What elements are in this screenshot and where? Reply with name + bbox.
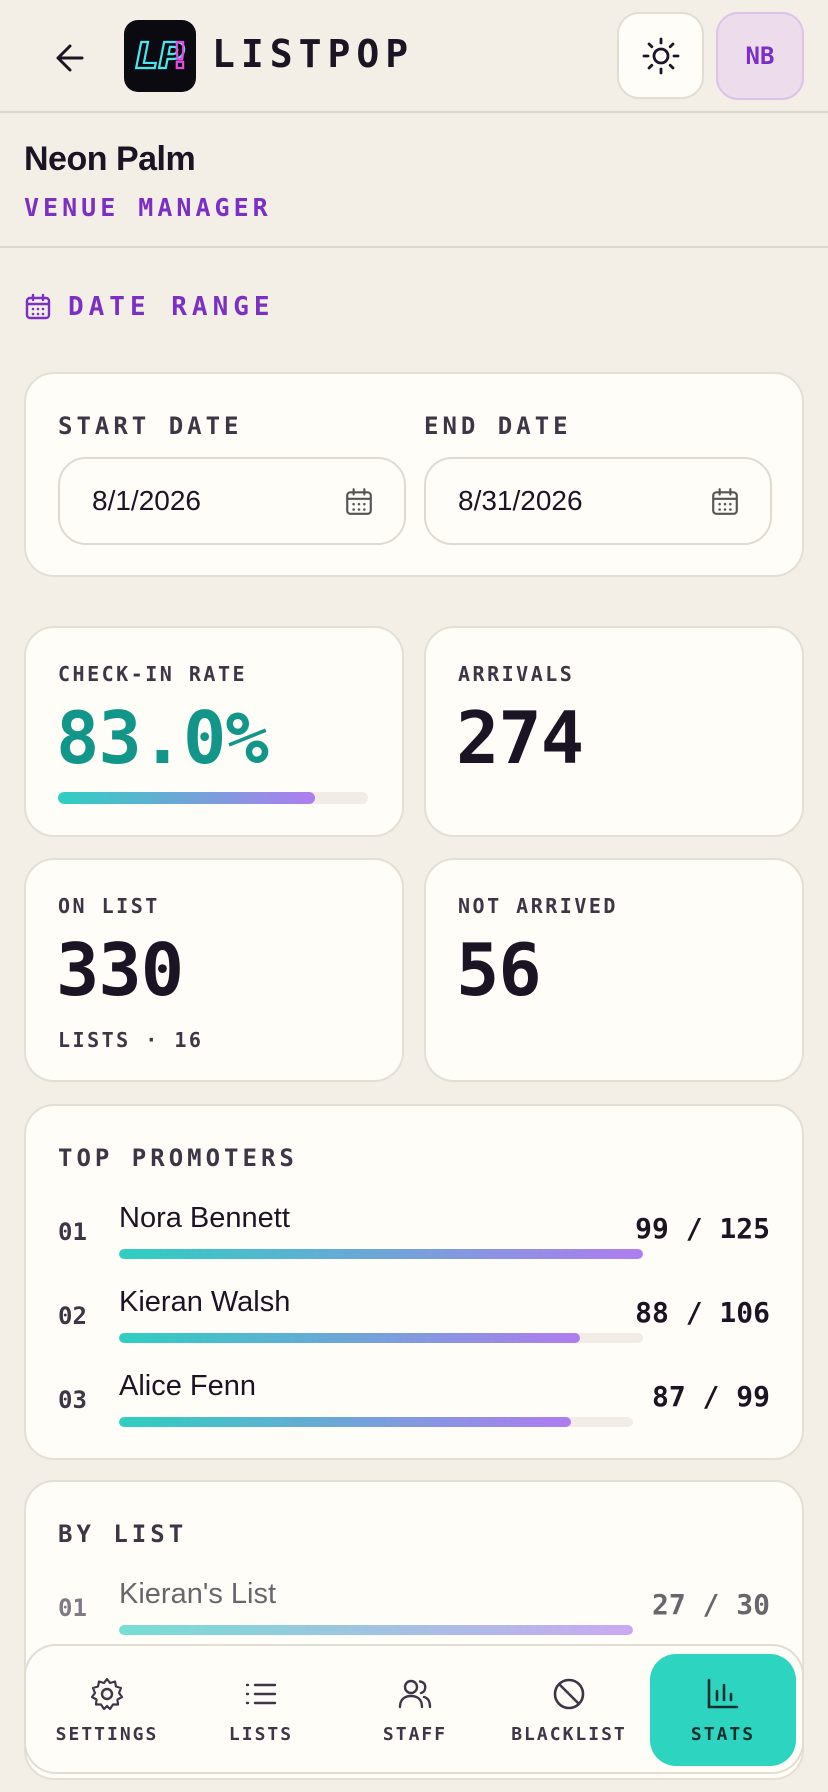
on-list-label: ON LIST xyxy=(58,894,160,918)
start-date-value: 8/1/2026 xyxy=(92,485,201,516)
nav-staff[interactable]: STAFF xyxy=(342,1654,488,1766)
gear-icon xyxy=(90,1677,124,1710)
not-arrived-label: NOT ARRIVED xyxy=(458,894,618,918)
on-list-card: ON LIST 330 LISTS · 16 xyxy=(24,858,404,1082)
sun-icon xyxy=(642,37,679,74)
calendar-icon[interactable] xyxy=(344,487,374,517)
promoter-bar xyxy=(119,1249,643,1259)
nav-label: STAFF xyxy=(382,1723,448,1745)
promoter-rank: 01 xyxy=(58,1218,87,1246)
nav-stats[interactable]: STATS xyxy=(650,1654,796,1766)
by-list-title: BY LIST xyxy=(58,1520,188,1548)
end-date-value: 8/31/2026 xyxy=(458,485,583,516)
arrivals-card: ARRIVALS 274 xyxy=(424,626,804,837)
app-logo: LP ! xyxy=(124,20,196,92)
not-arrived-card: NOT ARRIVED 56 xyxy=(424,858,804,1082)
arrivals-value: 274 xyxy=(456,696,584,780)
promoter-count: 87 / 99 xyxy=(651,1380,770,1413)
app-header: LP ! LISTPOP NB xyxy=(0,0,828,113)
nav-label: BLACKLIST xyxy=(511,1723,627,1745)
end-date-input[interactable]: 8/31/2026 xyxy=(424,457,772,545)
on-list-value: 330 xyxy=(56,928,184,1012)
date-range-title: DATE RANGE xyxy=(68,292,275,322)
list-rank: 01 xyxy=(58,1594,87,1622)
promoter-bar-fill xyxy=(119,1333,581,1343)
lists-count: LISTS · 16 xyxy=(58,1028,204,1052)
nav-blacklist[interactable]: BLACKLIST xyxy=(496,1654,642,1766)
checkin-rate-label: CHECK-IN RATE xyxy=(58,662,248,686)
venue-info: Neon Palm VENUE MANAGER xyxy=(24,140,272,222)
promoter-bar xyxy=(119,1417,633,1427)
nav-lists[interactable]: LISTS xyxy=(188,1654,334,1766)
avatar[interactable]: NB xyxy=(716,12,804,100)
checkin-rate-value: 83.0% xyxy=(56,696,269,780)
not-arrived-value: 56 xyxy=(456,928,542,1012)
promoter-rank: 03 xyxy=(58,1386,87,1414)
top-promoters-title: TOP PROMOTERS xyxy=(58,1144,298,1172)
checkin-rate-bar-fill xyxy=(58,792,316,804)
checkin-rate-bar xyxy=(58,792,368,804)
date-range-heading: DATE RANGE xyxy=(24,292,275,322)
list-count: 27 / 30 xyxy=(651,1588,770,1621)
arrivals-label: ARRIVALS xyxy=(458,662,575,686)
ban-icon xyxy=(553,1678,585,1709)
promoter-count: 99 / 125 xyxy=(635,1212,770,1245)
list-bar xyxy=(119,1625,633,1635)
venue-role: VENUE MANAGER xyxy=(24,193,272,222)
nav-label: LISTS xyxy=(228,1723,294,1745)
top-promoters-card: TOP PROMOTERS 01 Nora Bennett 99 / 125 0… xyxy=(24,1104,804,1460)
staff-icon xyxy=(398,1679,432,1708)
calendar-icon xyxy=(25,293,51,320)
svg-text:LP: LP xyxy=(135,36,184,77)
promoter-bar-fill xyxy=(119,1249,643,1259)
list-name: Kieran's List xyxy=(119,1578,277,1610)
list-icon xyxy=(245,1683,277,1704)
end-date-label: END DATE xyxy=(424,412,572,440)
nav-settings[interactable]: SETTINGS xyxy=(34,1654,180,1766)
promoter-name: Nora Bennett xyxy=(119,1202,290,1234)
svg-text:!: ! xyxy=(172,36,188,77)
arrow-left-icon xyxy=(56,44,84,72)
theme-toggle-button[interactable] xyxy=(617,12,704,99)
bottom-nav: SETTINGS LISTS STAFF BLACKLIST xyxy=(24,1644,804,1774)
nav-label: STATS xyxy=(690,1723,756,1745)
promoter-count: 88 / 106 xyxy=(635,1296,770,1329)
list-bar-fill xyxy=(119,1625,633,1635)
start-date-label: START DATE xyxy=(58,412,243,440)
calendar-icon[interactable] xyxy=(710,487,740,517)
back-button[interactable] xyxy=(44,34,92,82)
promoter-name: Alice Fenn xyxy=(119,1370,257,1402)
promoter-rank: 02 xyxy=(58,1302,87,1330)
promoter-bar xyxy=(119,1333,643,1343)
divider xyxy=(0,246,828,248)
promoter-bar-fill xyxy=(119,1417,572,1427)
bar-chart-icon xyxy=(707,1678,739,1708)
promoter-name: Kieran Walsh xyxy=(119,1286,291,1318)
date-range-card: START DATE END DATE 8/1/2026 8/31/2026 xyxy=(24,372,804,577)
brand-name: LISTPOP xyxy=(212,32,415,76)
checkin-rate-card: CHECK-IN RATE 83.0% xyxy=(24,626,404,837)
nav-label: SETTINGS xyxy=(55,1723,159,1745)
start-date-input[interactable]: 8/1/2026 xyxy=(58,457,406,545)
venue-name: Neon Palm xyxy=(24,140,196,178)
